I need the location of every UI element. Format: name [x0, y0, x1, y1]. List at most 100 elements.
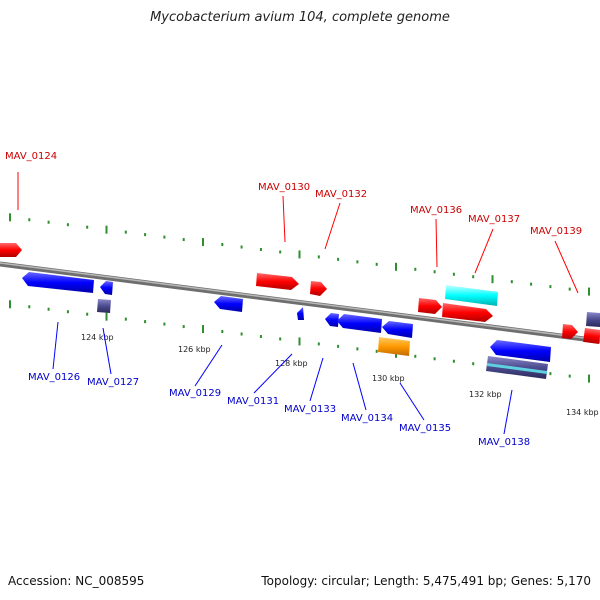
scale-labels: 124 kbp 126 kbp 128 kbp 130 kbp 132 kbp 134 k… — [81, 333, 599, 417]
gene-mav-0137[interactable] — [442, 303, 493, 322]
minor-tick — [337, 257, 340, 261]
major-tick — [105, 312, 108, 321]
feature-cyan-138[interactable] — [487, 363, 547, 374]
gene-label-reverse[interactable]: MAV_0133 — [284, 404, 336, 415]
feature-orange[interactable] — [378, 337, 410, 356]
leader-line — [399, 382, 425, 421]
leader-line — [503, 389, 513, 435]
gene-label-forward[interactable]: MAV_0124 — [5, 151, 57, 162]
genome-backbone — [0, 261, 600, 344]
major-tick — [298, 337, 301, 346]
forward-gene-labels: MAV_0124 MAV_0130 MAV_0132 MAV_0136 MAV_0137… — [5, 151, 582, 294]
accession-label: Accession: NC_008595 — [8, 574, 145, 588]
minor-tick — [452, 359, 455, 363]
gene-mav-0132[interactable] — [310, 281, 327, 296]
leader-line — [474, 228, 494, 274]
gene-mav-0124[interactable] — [0, 243, 22, 257]
genome-backbone-highlight — [0, 262, 600, 341]
map-title: Mycobacterium avium 104, complete genome — [150, 10, 450, 25]
gene-label-reverse[interactable]: MAV_0127 — [87, 377, 139, 388]
minor-tick — [182, 238, 185, 242]
scale-label: 130 kbp — [372, 374, 405, 383]
major-tick — [105, 225, 108, 234]
minor-tick — [317, 255, 320, 259]
gene-mav-0134[interactable] — [337, 314, 382, 333]
minor-tick — [144, 233, 147, 237]
gene-label-forward[interactable]: MAV_0139 — [530, 226, 582, 237]
minor-tick — [549, 285, 552, 289]
leader-line — [253, 353, 293, 394]
gene-forward-edge[interactable] — [583, 328, 600, 344]
minor-tick — [28, 305, 31, 309]
gene-mav-0131[interactable] — [297, 307, 304, 320]
major-tick — [298, 250, 301, 259]
gene-mav-0133[interactable] — [325, 313, 339, 327]
gene-mav-0138[interactable] — [490, 340, 551, 362]
reverse-genes — [22, 272, 551, 379]
feature-slate-top[interactable] — [586, 312, 600, 327]
gene-label-reverse[interactable]: MAV_0134 — [341, 413, 393, 424]
gene-label-forward[interactable]: MAV_0132 — [315, 189, 367, 200]
feature-slate-127[interactable] — [97, 299, 111, 313]
leader-line — [282, 195, 286, 243]
gene-mav-0136[interactable] — [418, 298, 442, 314]
minor-tick — [259, 247, 262, 251]
minor-tick — [279, 337, 282, 341]
minor-tick — [530, 282, 533, 286]
major-tick — [395, 262, 397, 271]
minor-tick — [240, 245, 243, 249]
minor-tick — [433, 270, 436, 274]
leader-line — [309, 357, 324, 402]
gene-label-forward[interactable]: MAV_0130 — [258, 182, 310, 193]
minor-tick — [472, 362, 475, 366]
gene-mav-0139[interactable] — [562, 324, 578, 339]
gene-label-reverse[interactable]: MAV_0138 — [478, 437, 530, 448]
minor-tick — [433, 357, 436, 361]
gene-label-reverse[interactable]: MAV_0126 — [28, 372, 80, 383]
minor-tick — [414, 354, 417, 358]
minor-tick — [452, 272, 455, 276]
reverse-gene-labels: MAV_0126 MAV_0127 MAV_0129 MAV_0131 MAV_0133… — [28, 321, 530, 448]
minor-tick — [356, 347, 359, 351]
major-tick — [588, 287, 590, 296]
gene-mav-0126[interactable] — [22, 272, 94, 293]
gene-label-forward[interactable]: MAV_0137 — [468, 214, 520, 225]
minor-tick — [375, 349, 378, 353]
minor-tick — [163, 235, 166, 239]
scale-label: 124 kbp — [81, 333, 114, 342]
minor-tick — [549, 372, 552, 376]
leader-line — [554, 240, 579, 294]
minor-tick — [568, 287, 571, 291]
minor-tick — [221, 243, 224, 247]
minor-tick — [414, 267, 417, 271]
minor-tick — [472, 275, 475, 279]
minor-tick — [317, 342, 320, 346]
gene-label-forward[interactable]: MAV_0136 — [410, 205, 462, 216]
gene-mav-0130[interactable] — [256, 273, 299, 290]
gene-label-reverse[interactable]: MAV_0129 — [169, 388, 221, 399]
feature-cyan[interactable] — [445, 285, 498, 306]
minor-tick — [144, 320, 147, 324]
gene-mav-0127[interactable] — [100, 281, 113, 295]
genome-summary: Topology: circular; Length: 5,475,491 bp… — [261, 574, 591, 588]
minor-tick — [86, 312, 89, 316]
minor-tick — [66, 310, 69, 314]
gene-label-reverse[interactable]: MAV_0135 — [399, 423, 451, 434]
minor-tick — [47, 307, 50, 311]
minor-tick — [279, 250, 282, 254]
minor-tick — [66, 223, 69, 227]
leader-line — [324, 202, 341, 250]
gene-mav-0129[interactable] — [214, 296, 243, 312]
major-tick — [9, 213, 11, 222]
gene-label-reverse[interactable]: MAV_0131 — [227, 396, 279, 407]
leader-line — [194, 344, 223, 387]
leader-line — [52, 321, 59, 370]
major-tick — [202, 325, 204, 334]
gene-mav-0134b[interactable] — [382, 321, 413, 338]
minor-tick — [124, 230, 127, 234]
minor-tick — [182, 325, 185, 329]
minor-tick — [86, 225, 89, 229]
scale-label: 134 kbp — [566, 408, 599, 417]
leader-line — [435, 218, 438, 268]
